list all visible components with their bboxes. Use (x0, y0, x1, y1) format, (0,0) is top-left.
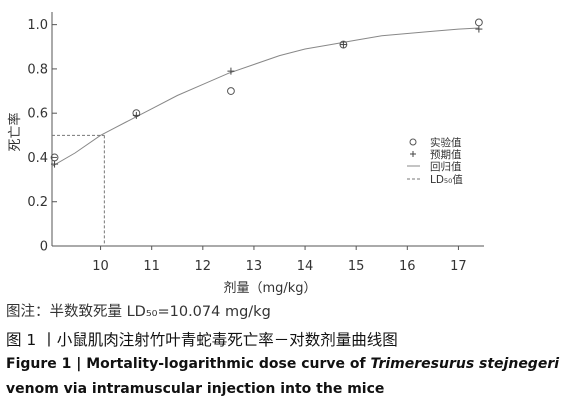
x-tick-label: 11 (143, 259, 160, 274)
figure-caption-chinese: 图 1 丨小鼠肌肉注射竹叶青蛇毒死亡率－对数剂量曲线图 (6, 331, 398, 349)
x-tick-label: 14 (297, 259, 314, 274)
x-tick-label: 13 (246, 259, 263, 274)
y-tick-label: 0.4 (27, 151, 48, 166)
caption-prefix: Figure 1 | Mortality-logarithmic dose cu… (6, 356, 371, 372)
legend-label: 实验值 (430, 136, 462, 149)
figure-caption-english-line2: venom via intramuscular injection into t… (6, 381, 385, 397)
y-tick-label: 0.8 (27, 62, 48, 77)
chart-axes: 0 0.2 0.4 0.6 0.8 1.0 10 11 12 13 14 15 16 17 剂量（mg/kg… (7, 12, 484, 296)
y-axis-label: 死亡率 (7, 112, 23, 151)
legend-label: LD₅₀值 (430, 173, 463, 186)
legend-label: 预期值 (430, 148, 462, 161)
expected-point (227, 67, 235, 75)
y-tick-label: 0.6 (27, 107, 48, 122)
chart-marks (50, 18, 483, 246)
x-tick-label: 16 (399, 259, 416, 274)
legend-circle-swatch (409, 138, 417, 146)
y-tick-label: 1.0 (27, 18, 48, 33)
expected-point (475, 25, 483, 33)
caption-species: Trimeresurus stejnegeri (370, 356, 560, 372)
expected-point (339, 41, 347, 49)
x-axis-label: 剂量（mg/kg） (223, 281, 316, 296)
y-tick-label: 0 (40, 240, 48, 255)
figure-caption-english-line1: Figure 1 | Mortality-logarithmic dose cu… (6, 356, 559, 372)
figure-note: 图注：半数致死量 LD₅₀=10.074 mg/kg (6, 304, 271, 320)
x-tick-label: 15 (348, 259, 365, 274)
experimental-point (227, 87, 235, 95)
y-tick-label: 0.2 (27, 195, 48, 210)
x-tick-label: 10 (92, 259, 109, 274)
x-tick-label: 12 (195, 259, 212, 274)
experimental-point (474, 18, 483, 27)
legend-label: 回归值 (430, 160, 462, 173)
expected-point (132, 111, 140, 119)
expected-point (51, 160, 59, 168)
dose-response-chart: 0 0.2 0.4 0.6 0.8 1.0 10 11 12 13 14 15 16 17 剂量（mg/kg… (7, 12, 484, 296)
regression-curve (51, 27, 479, 167)
x-tick-label: 17 (450, 259, 467, 274)
